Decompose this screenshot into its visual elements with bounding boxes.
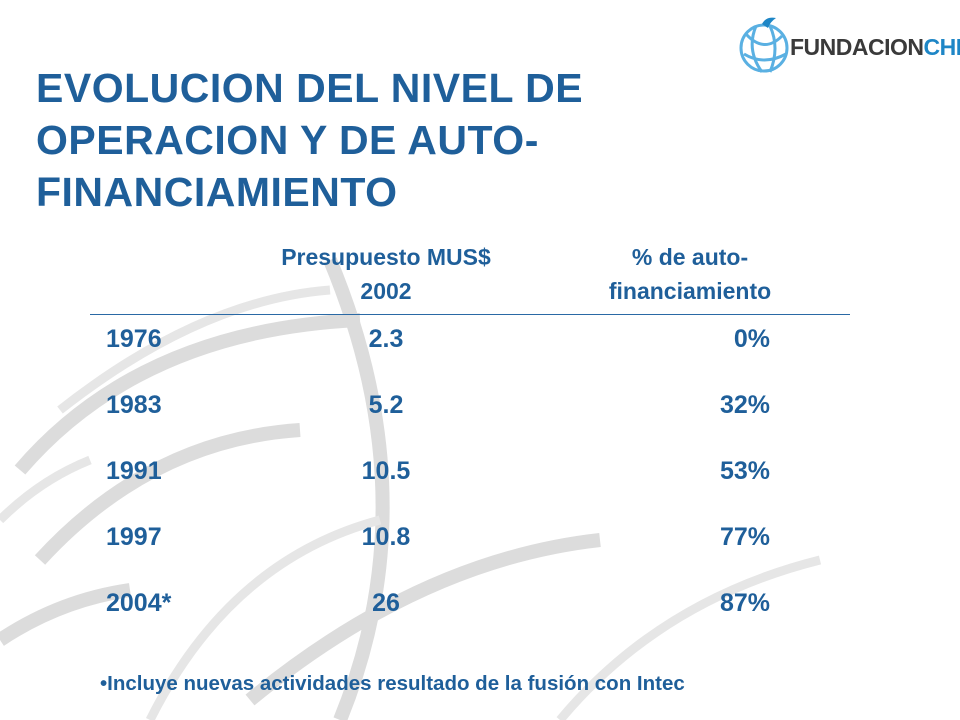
year-cell: 1976 (106, 325, 162, 353)
budget-cell: 10.5 (361, 457, 411, 485)
table-row: 1997 10.8 77% (90, 513, 850, 579)
data-table: Presupuesto MUS$ 2002 % de auto-financia… (90, 234, 850, 645)
table-row: 1991 10.5 53% (90, 447, 850, 513)
table-row: 2004* 26 87% (90, 579, 850, 645)
logo-text: FUNDACIONCHILE (790, 34, 960, 61)
logo (732, 14, 952, 78)
page-title: EVOLUCION DEL NIVEL DE OPERACION Y DE AU… (36, 65, 584, 215)
table-row: 1983 5.2 32% (90, 381, 850, 447)
budget-cell: 26 (372, 589, 400, 617)
logo-text-chile: CHILE (923, 34, 960, 60)
globe-logo-icon (739, 17, 789, 73)
budget-cell: 10.8 (361, 523, 411, 551)
budget-cell: 5.2 (368, 391, 404, 419)
table-header: Presupuesto MUS$ 2002 % de auto-financia… (90, 234, 850, 315)
footnote: •Incluye nuevas actividades resultado de… (100, 672, 685, 695)
percent-cell: 32% (719, 391, 770, 419)
year-cell: 1997 (106, 523, 162, 551)
percent-cell: 0% (733, 325, 770, 353)
percent-cell: 53% (719, 457, 770, 485)
logo-text-fundacion: FUNDACION (790, 34, 924, 60)
year-cell: 2004* (106, 589, 172, 617)
percent-cell: 77% (719, 523, 770, 551)
header-autofinanciamiento: % de auto-financiamiento (608, 244, 772, 304)
header-presupuesto: Presupuesto MUS$ 2002 (281, 244, 491, 304)
year-cell: 1983 (106, 391, 162, 419)
table-row: 1976 2.3 0% (90, 315, 850, 381)
year-cell: 1991 (106, 457, 162, 485)
budget-cell: 2.3 (368, 325, 404, 353)
percent-cell: 87% (719, 589, 770, 617)
